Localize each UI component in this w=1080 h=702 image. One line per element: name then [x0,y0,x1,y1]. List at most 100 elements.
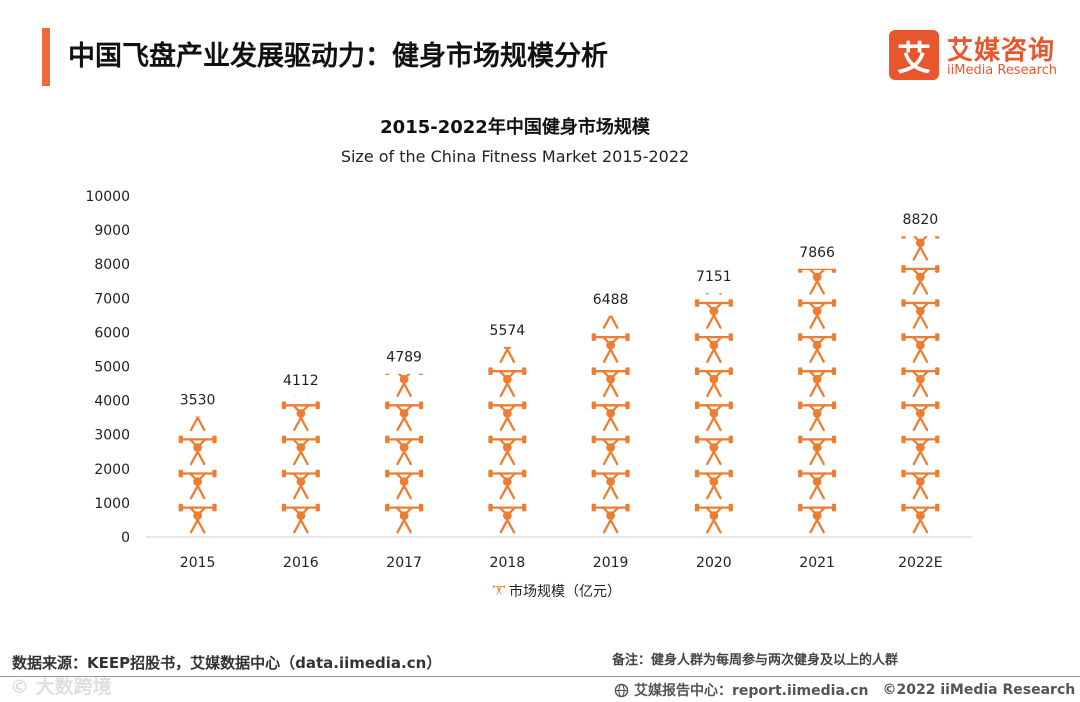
weightlifter-icon [900,332,941,364]
data-label: 7866 [799,245,835,261]
weightlifter-icon [280,468,322,500]
iimedia-logo: 艾 艾媒咨询 iiMedia Research [889,30,1069,84]
bar-2022E [900,236,941,534]
page-title: 中国飞盘产业发展驱动力：健身市场规模分析 [68,41,608,72]
weightlifter-icon [487,400,528,432]
weightlifter-icon [900,434,941,466]
logo-mark-icon: 艾 [889,30,939,80]
x-tick-label: 2022E [898,555,942,571]
weightlifter-icon [590,468,631,500]
weightlifter-icon [693,434,735,466]
weightlifter-icon [693,400,735,432]
pictograph-bar-chart: 0 1000 2000 3000 4000 5000 6000 7000 8000 9000 100… [85,189,972,600]
weightlifter-icon [796,366,838,398]
copyright-bar: 艾媒报告中心：report.iimedia.cn ©2022 iiMedia R… [614,680,1080,700]
x-tick-label: 2018 [490,555,526,571]
weightlifter-icon [487,502,528,534]
x-tick-label: 2017 [386,555,422,571]
weightlifter-icon [590,502,631,534]
x-tick-label: 2020 [696,555,732,571]
weightlifter-icon [900,297,941,329]
chart-title: 2015-2022年中国健身市场规模 [380,117,650,138]
y-tick-label: 4000 [94,394,130,410]
legend-weightlifter-icon [492,585,506,595]
weightlifter-icon [177,502,218,534]
bar-2015 [177,416,218,534]
copyright-text: ©2022 iiMedia Research Inc [882,682,1080,698]
data-label: 6488 [593,292,629,308]
legend-label: 市场规模（亿元） [509,583,621,600]
y-tick-label: 10000 [85,189,130,205]
y-tick-label: 2000 [94,462,130,478]
weightlifter-icon [796,468,838,500]
data-label: 5574 [490,323,526,339]
y-tick-label: 3000 [94,428,130,444]
weightlifter-icon [796,297,838,329]
footer-divider [0,676,1080,677]
x-tick-label: 2015 [180,555,216,571]
bar-2020 [693,293,735,534]
weightlifter-icon [280,434,322,466]
weightlifter-icon [487,434,528,466]
y-tick-label: 6000 [94,325,130,341]
weightlifter-icon [383,434,425,466]
weightlifter-icon [590,400,631,432]
report-center-link[interactable]: 艾媒报告中心：report.iimedia.cn [634,683,869,699]
footnote: 备注：健身人群为每周参与两次健身及以上的人群 [612,653,899,668]
weightlifter-icon [796,332,838,364]
data-label: 4789 [386,350,422,366]
weightlifter-icon [693,332,735,364]
logo-english-name: iiMedia Research [947,63,1058,78]
y-tick-label: 5000 [94,360,130,376]
weightlifter-icon [177,468,218,500]
weightlifter-icon [693,366,735,398]
weightlifter-icon [590,434,631,466]
title-accent-bar [42,28,50,86]
weightlifter-icon [693,468,735,500]
x-tick-label: 2021 [799,555,835,571]
weightlifter-icon [693,502,735,534]
bar-2021 [796,268,838,534]
weightlifter-icon [900,502,941,534]
weightlifter-icon [796,434,838,466]
weightlifter-icon [693,297,735,329]
logo-chinese-name: 艾媒咨询 [947,36,1056,66]
data-label: 4112 [283,373,319,389]
bar-2019 [590,315,631,534]
x-tick-label: 2019 [593,555,629,571]
data-label: 8820 [903,212,939,228]
weightlifter-icon [590,366,631,398]
weightlifter-icon [383,468,425,500]
weightlifter-icon [383,373,425,398]
data-source: 数据来源：KEEP招股书，艾媒数据中心（data.iimedia.cn） [12,654,442,672]
weightlifter-icon [796,268,838,295]
weightlifter-icon [177,434,218,466]
data-label: 7151 [696,269,732,285]
weightlifter-icon [900,468,941,500]
bar-2016 [280,396,322,534]
globe-icon [614,683,629,697]
weightlifter-icon [900,263,941,295]
weightlifter-icon [900,400,941,432]
bar-2017 [383,373,425,534]
data-label: 3530 [180,393,216,409]
weightlifter-icon [590,332,631,364]
y-tick-label: 0 [121,530,130,546]
weightlifter-icon [796,502,838,534]
y-tick-label: 8000 [94,257,130,273]
y-tick-label: 9000 [94,223,130,239]
y-tick-label: 1000 [94,496,130,512]
weightlifter-icon [487,468,528,500]
weightlifter-icon [383,502,425,534]
legend: 市场规模（亿元） [492,583,621,600]
weightlifter-icon [900,366,941,398]
y-tick-label: 7000 [94,291,130,307]
weightlifter-icon [900,236,941,261]
weightlifter-icon [487,366,528,398]
watermark: © 大数跨境 [10,676,112,698]
weightlifter-icon [796,400,838,432]
weightlifter-icon [383,400,425,432]
bar-2018 [487,346,528,534]
chart-subtitle: Size of the China Fitness Market 2015-20… [340,147,690,166]
x-tick-label: 2016 [283,555,319,571]
